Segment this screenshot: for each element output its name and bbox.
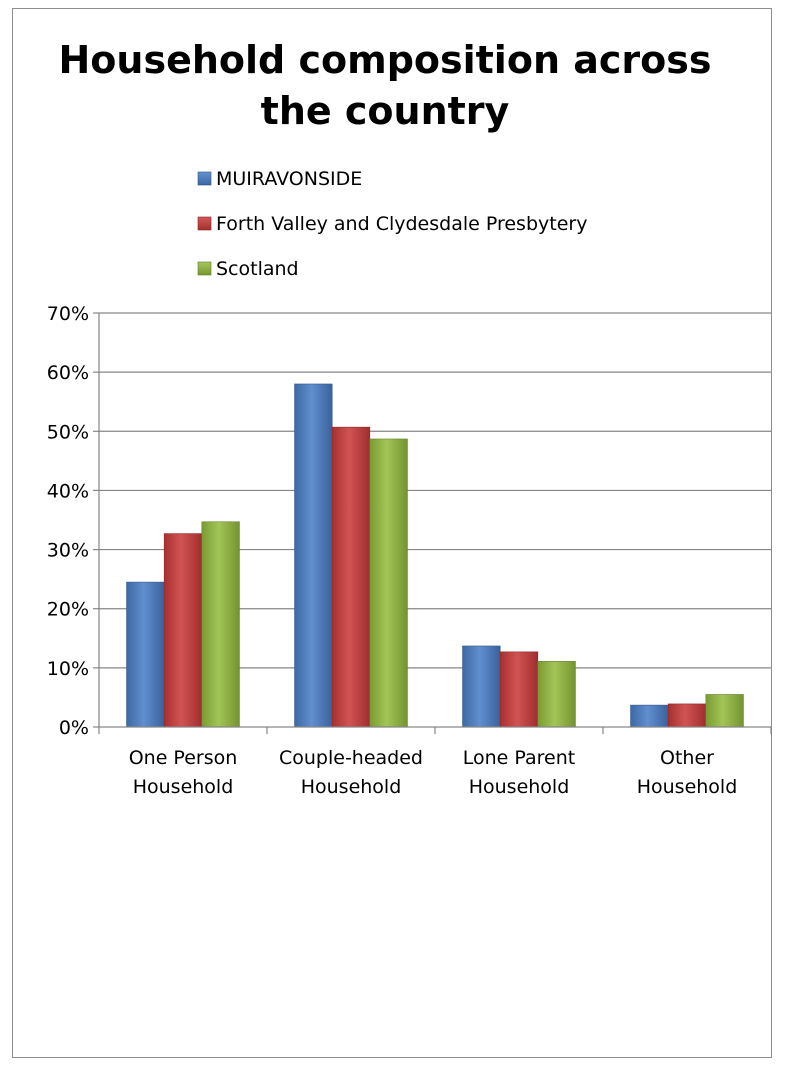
bar xyxy=(499,651,539,728)
bar xyxy=(630,704,669,728)
legend-swatch xyxy=(197,216,212,231)
bars xyxy=(126,383,744,728)
y-tick-label: 70% xyxy=(47,303,89,325)
y-tick-label: 50% xyxy=(47,421,89,443)
bar xyxy=(201,521,240,728)
bar xyxy=(537,661,576,728)
bar xyxy=(369,438,408,728)
y-tick-label: 30% xyxy=(47,540,89,562)
x-tick-label: Household xyxy=(301,776,402,798)
y-tick-label: 0% xyxy=(59,717,89,739)
bar xyxy=(462,645,501,728)
legend: MUIRAVONSIDE Forth Valley and Clydesdale … xyxy=(197,168,587,280)
chart-title-line-1: Household composition across xyxy=(59,38,712,82)
x-tick-label: Lone Parent xyxy=(463,747,575,769)
x-tick-label: Household xyxy=(637,776,738,798)
y-tick-label: 10% xyxy=(47,658,89,680)
x-tick-label: Couple-headed xyxy=(279,747,423,769)
bar xyxy=(705,694,744,728)
y-tick-label: 40% xyxy=(47,480,89,502)
bar xyxy=(294,383,333,728)
legend-swatch xyxy=(197,171,212,186)
y-tick-label: 60% xyxy=(47,362,89,384)
x-tick-label: One Person xyxy=(129,747,238,769)
legend-label: Forth Valley and Clydesdale Presbytery xyxy=(216,213,587,235)
bar xyxy=(667,703,707,728)
chart-title-line-2: the country xyxy=(261,89,510,133)
x-tick-label: Other xyxy=(660,747,714,769)
bar xyxy=(126,581,165,728)
chart-title: Household composition across the country xyxy=(59,38,712,133)
legend-label: MUIRAVONSIDE xyxy=(216,168,362,190)
bar xyxy=(331,426,371,728)
bar-chart: Household composition across the country… xyxy=(47,38,772,798)
y-tick-label: 20% xyxy=(47,599,89,621)
chart-area: Household composition across the country… xyxy=(12,8,772,1058)
y-axis-ticks: 0% 10% 20% 30% 40% 50% 60% 70% xyxy=(47,303,99,739)
x-axis-ticks: One Person Household Couple-headed Househol… xyxy=(98,727,772,798)
x-tick-label: Household xyxy=(133,776,234,798)
bar xyxy=(163,533,203,728)
legend-swatch xyxy=(197,261,212,276)
legend-label: Scotland xyxy=(216,258,299,280)
x-tick-label: Household xyxy=(469,776,570,798)
